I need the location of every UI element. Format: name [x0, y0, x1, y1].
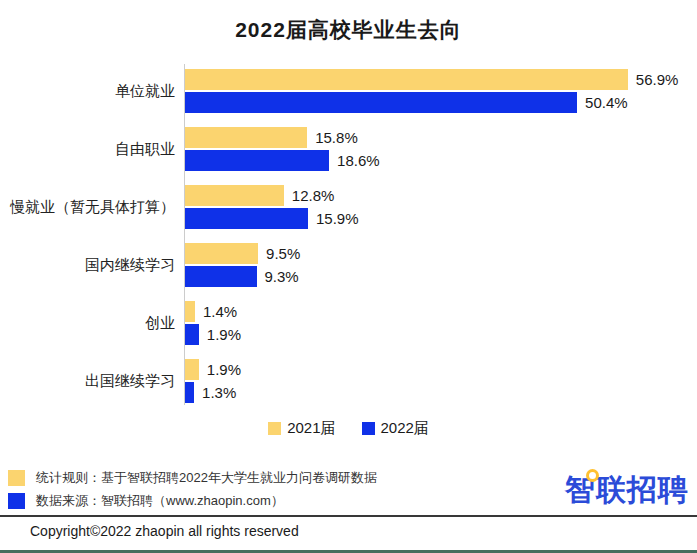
category-label: 慢就业（暂无具体打算） [0, 185, 184, 229]
bar-line: 56.9% [184, 69, 697, 90]
bar-row: 自由职业 15.8% 18.6% [0, 127, 697, 171]
footnotes: 统计规则：基于智联招聘2022年大学生就业力问卷调研数据数据来源：智联招聘（ww… [8, 469, 377, 515]
footnote-swatch-icon [8, 470, 25, 486]
bar-group: 1.9% 1.3% [184, 359, 697, 403]
legend-label: 2022届 [381, 419, 429, 438]
bar-value-label: 1.4% [203, 303, 237, 320]
bar-line: 1.9% [184, 359, 697, 380]
chart-title: 2022届高校毕业生去向 [0, 16, 697, 44]
bar-2021届 [184, 301, 195, 322]
zhaopin-logo: 智联招聘 [565, 470, 689, 506]
footnote-text: 数据来源：智联招聘（www.zhaopin.com） [36, 492, 284, 510]
bar-line: 9.5% [184, 243, 697, 264]
footnote-text: 统计规则：基于智联招聘2022年大学生就业力问卷调研数据 [36, 469, 377, 487]
footer-separator [0, 515, 697, 517]
bar-2021届 [184, 359, 199, 380]
bar-2021届 [184, 127, 307, 148]
bar-value-label: 18.6% [337, 152, 380, 169]
bar-row: 出国继续学习 1.9% 1.3% [0, 359, 697, 403]
bar-2021届 [184, 185, 284, 206]
legend-item: 2021届 [268, 419, 335, 438]
bar-2022届 [184, 382, 194, 403]
bar-line: 1.9% [184, 324, 697, 345]
category-label: 单位就业 [0, 69, 184, 113]
category-label: 自由职业 [0, 127, 184, 171]
bar-line: 50.4% [184, 92, 697, 113]
bar-2022届 [184, 92, 577, 113]
bar-group: 56.9% 50.4% [184, 69, 697, 113]
bar-line: 15.8% [184, 127, 697, 148]
bar-2022届 [184, 266, 257, 287]
bar-line: 12.8% [184, 185, 697, 206]
bar-2022届 [184, 150, 329, 171]
bar-value-label: 15.9% [316, 210, 359, 227]
bar-value-label: 15.8% [315, 129, 358, 146]
logo-circle-icon [586, 469, 599, 482]
bar-group: 1.4% 1.9% [184, 301, 697, 345]
category-label: 出国继续学习 [0, 359, 184, 403]
legend-swatch-icon [268, 422, 281, 435]
infographic-page: 2022届高校毕业生去向 单位就业 56.9% 50.4% 自由职业 15.8% 18.6… [0, 0, 697, 553]
bar-value-label: 1.3% [202, 384, 236, 401]
bar-chart: 单位就业56.9%50.4%自由职业15.8%18.6%慢就业（暂无具体打算）1… [0, 64, 697, 405]
bar-value-label: 12.8% [292, 187, 335, 204]
copyright-text: Copyright©2022 zhaopin all rights reserv… [30, 523, 299, 539]
axis-line [184, 64, 185, 405]
bar-group: 12.8% 15.9% [184, 185, 697, 229]
bar-row: 单位就业 56.9% 50.4% [0, 69, 697, 113]
bar-value-label: 1.9% [207, 326, 241, 343]
bar-2021届 [184, 69, 628, 90]
bar-value-label: 9.5% [266, 245, 300, 262]
legend-label: 2021届 [287, 419, 335, 438]
bar-line: 18.6% [184, 150, 697, 171]
bar-line: 1.3% [184, 382, 697, 403]
logo-text: 智联招聘 [565, 470, 689, 511]
bar-2021届 [184, 243, 258, 264]
bar-row: 慢就业（暂无具体打算） 12.8% 15.9% [0, 185, 697, 229]
bar-value-label: 9.3% [265, 268, 299, 285]
bar-value-label: 50.4% [585, 94, 628, 111]
footnote-row: 数据来源：智联招聘（www.zhaopin.com） [8, 492, 377, 510]
chart-legend: 2021届 2022届 [0, 419, 697, 438]
footnote-row: 统计规则：基于智联招聘2022年大学生就业力问卷调研数据 [8, 469, 377, 487]
legend-swatch-icon [362, 422, 375, 435]
bar-group: 15.8% 18.6% [184, 127, 697, 171]
bar-row: 国内继续学习 9.5% 9.3% [0, 243, 697, 287]
bar-line: 9.3% [184, 266, 697, 287]
bar-2022届 [184, 208, 308, 229]
bar-row: 创业 1.4% 1.9% [0, 301, 697, 345]
bar-value-label: 56.9% [636, 71, 679, 88]
category-label: 创业 [0, 301, 184, 345]
bar-group: 9.5% 9.3% [184, 243, 697, 287]
footnote-swatch-icon [8, 493, 25, 509]
bar-line: 1.4% [184, 301, 697, 322]
bar-2022届 [184, 324, 199, 345]
bar-value-label: 1.9% [207, 361, 241, 378]
category-label: 国内继续学习 [0, 243, 184, 287]
bar-line: 15.9% [184, 208, 697, 229]
legend-item: 2022届 [362, 419, 429, 438]
